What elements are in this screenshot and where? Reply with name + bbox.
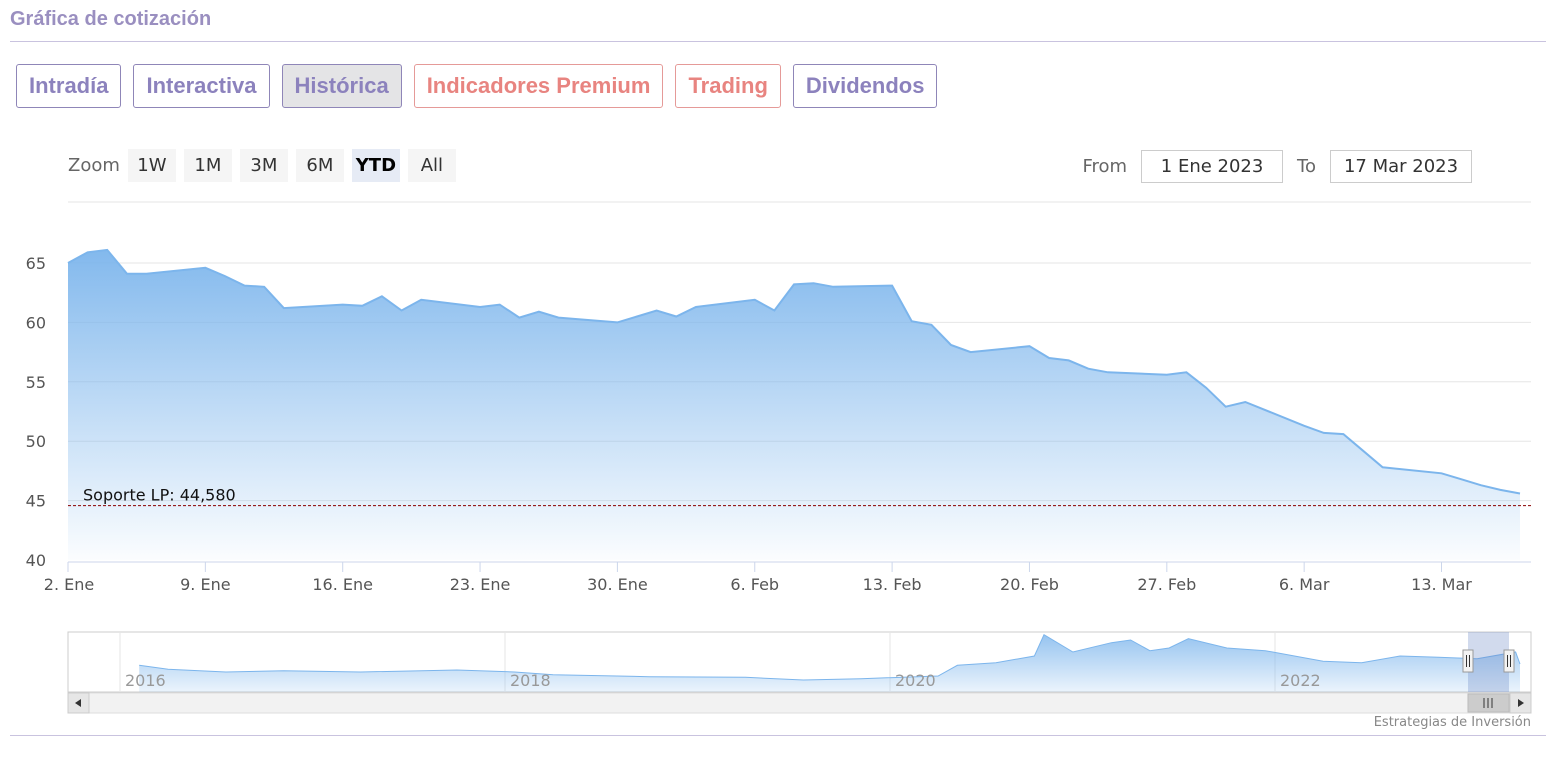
y-tick-label: 40 [26, 551, 46, 570]
x-tick-label: 20. Feb [1000, 575, 1059, 594]
y-tick-label: 50 [26, 432, 46, 451]
arrow-left-icon [75, 699, 81, 707]
date-range: From 1 Ene 2023 To 17 Mar 2023 [1082, 150, 1472, 183]
x-tick-label: 27. Feb [1137, 575, 1196, 594]
y-tick-label: 65 [26, 254, 46, 273]
from-label: From [1082, 156, 1128, 177]
tab-interactiva[interactable]: Interactiva [133, 64, 270, 108]
bottom-divider [10, 735, 1546, 736]
title-divider [10, 41, 1546, 42]
zoom-6m-button[interactable]: 6M [295, 149, 344, 182]
credit-label: Estrategias de Inversión [1373, 715, 1531, 730]
zoom-ytd-button[interactable]: YTD [351, 149, 400, 182]
x-tick-label: 9. Ene [180, 575, 230, 594]
navigator-handle[interactable] [1503, 649, 1515, 673]
x-tick-label: 6. Mar [1279, 575, 1330, 594]
to-label: To [1297, 156, 1316, 177]
navigator-year-label: 2016 [125, 671, 166, 690]
x-tick-label: 13. Feb [863, 575, 922, 594]
y-tick-label: 60 [26, 313, 46, 332]
tab-historica[interactable]: Histórica [281, 64, 402, 108]
navigator-year-label: 2020 [895, 671, 936, 690]
y-tick-label: 55 [26, 373, 46, 392]
x-tick-label: 6. Feb [730, 575, 779, 594]
to-date-input[interactable]: 17 Mar 2023 [1330, 150, 1472, 183]
page-title: Gráfica de cotización [10, 8, 212, 30]
navigator-year-label: 2018 [510, 671, 551, 690]
from-date-input[interactable]: 1 Ene 2023 [1141, 150, 1284, 183]
support-line-label: Soporte LP: 44,580 [83, 486, 236, 505]
x-tick-label: 2. Ene [44, 575, 94, 594]
chart-tabs: Intradía Interactiva Histórica Indicador… [16, 64, 938, 108]
scrollbar-track[interactable] [67, 692, 1532, 714]
x-tick-label: 23. Ene [450, 575, 511, 594]
tab-indicadores-premium[interactable]: Indicadores Premium [413, 64, 664, 108]
x-tick-label: 16. Ene [312, 575, 373, 594]
navigator-year-label: 2022 [1280, 671, 1321, 690]
navigator-selection [1468, 632, 1509, 692]
navigator-handle[interactable] [1462, 649, 1474, 673]
zoom-1m-button[interactable]: 1M [183, 149, 232, 182]
navigator-area [139, 634, 1521, 692]
navigator-line [139, 633, 1521, 681]
y-tick-label: 45 [26, 492, 46, 511]
x-tick-label: 13. Mar [1411, 575, 1472, 594]
zoom-3m-button[interactable]: 3M [239, 149, 288, 182]
tab-dividendos[interactable]: Dividendos [792, 64, 938, 108]
tab-trading[interactable]: Trading [675, 64, 781, 108]
x-tick-label: 30. Ene [587, 575, 648, 594]
zoom-selector: Zoom 1W 1M 3M 6M YTD All [68, 149, 456, 182]
zoom-1w-button[interactable]: 1W [127, 149, 176, 182]
zoom-all-button[interactable]: All [407, 149, 456, 182]
price-area [68, 249, 1520, 560]
zoom-label: Zoom [68, 155, 120, 176]
tab-intradia[interactable]: Intradía [16, 64, 122, 108]
arrow-right-icon [1518, 699, 1524, 707]
